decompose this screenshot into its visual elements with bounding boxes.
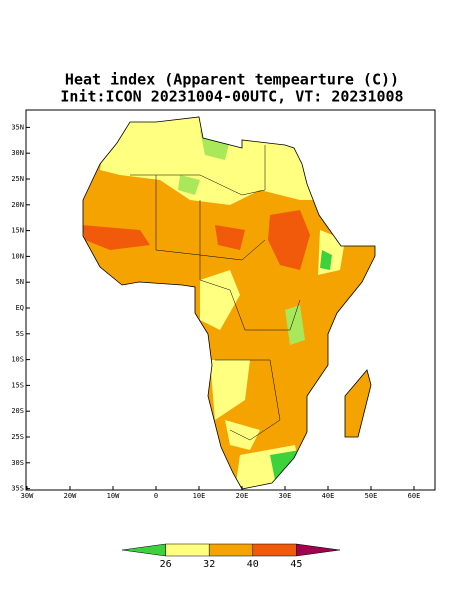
colorbar-label: 26 [160,559,172,570]
lat-label: 25N [11,175,24,183]
colorbar-segment [165,543,210,557]
lat-label: 25S [11,433,24,441]
lon-label: 30W [21,492,34,500]
lon-label: 50E [365,492,378,500]
colorbar-label: 40 [247,559,259,570]
lat-label: EQ [16,304,24,312]
lat-label: 20S [11,407,24,415]
colorbar: 26 32 40 45 [121,543,341,570]
lat-label: 15S [11,381,24,389]
subtitle: Init:ICON 20231004-00UTC, VT: 20231008 [60,88,403,106]
madagascar [344,369,372,438]
colorbar-label: 32 [203,559,215,570]
colorbar-segment [121,543,166,557]
lon-label: 20W [64,492,77,500]
lat-label: 10N [11,252,24,260]
colorbar-label: 45 [290,559,302,570]
colorbar-segment [208,543,254,557]
ticks: 35N 30N 25N 20N 15N 10N 5N EQ 5S 10S 15S 20S 25S 30S 3… [11,123,420,500]
lat-label: 30S [11,459,24,467]
colorbar-segment [252,543,297,557]
lon-label: 10E [193,492,206,500]
colorbar-segment [296,543,341,557]
lat-label: 5S [16,330,24,338]
lon-label: 40E [322,492,335,500]
lon-label: 10W [107,492,120,500]
borders [130,145,301,441]
lat-label: 5N [16,278,24,286]
lat-label: 15N [11,227,24,235]
lon-label: 60E [408,492,421,500]
lat-label: 10S [11,356,24,364]
lat-label: 35S [11,485,24,493]
lat-label: 20N [11,201,24,209]
lon-label: 0 [154,492,158,500]
lat-label: 35N [11,123,24,131]
title: Heat index (Apparent tempearture (C)) [65,71,399,89]
lon-label: 20E [236,492,249,500]
lat-label: 30N [11,149,24,157]
lon-label: 30E [279,492,292,500]
